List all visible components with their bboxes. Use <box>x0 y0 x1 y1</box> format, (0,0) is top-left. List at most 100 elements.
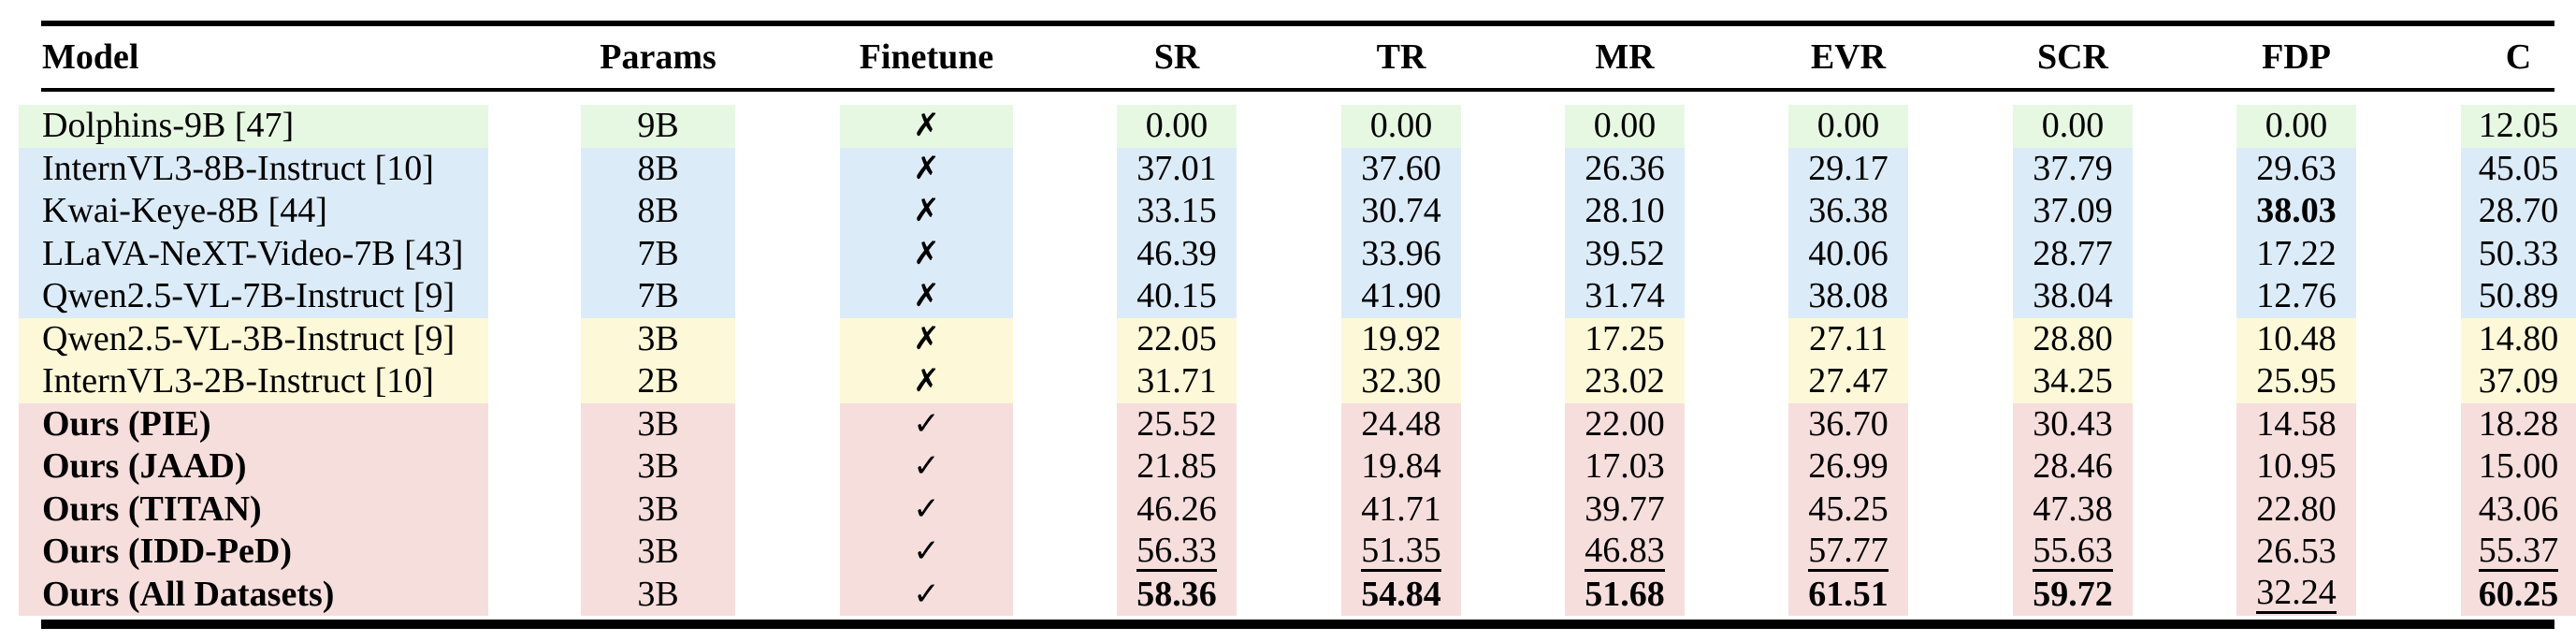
metric-value: 39.52 <box>1585 233 1665 273</box>
metric-value: 19.84 <box>1361 446 1441 486</box>
metric-value: 26.53 <box>2256 532 2337 571</box>
cross-icon: ✗ <box>913 192 940 229</box>
metric-value: 10.48 <box>2256 318 2337 358</box>
evr-cell: 27.11 <box>1788 317 1908 360</box>
metric-value: 27.47 <box>1808 361 1889 401</box>
mr-cell: 31.74 <box>1565 275 1685 318</box>
sr-cell: 22.05 <box>1117 317 1237 360</box>
table-row: Ours (IDD-PeD) 3B ✓ 56.33 51.35 46.83 57.77 55.… <box>0 531 2576 574</box>
model-cell: Qwen2.5-VL-3B-Instruct [9] <box>19 317 488 360</box>
mr-cell: 26.36 <box>1565 147 1685 190</box>
metric-value: 46.26 <box>1136 489 1217 529</box>
metric-value: 14.80 <box>2478 318 2559 358</box>
scr-cell: 28.77 <box>2013 232 2133 275</box>
tr-cell: 19.92 <box>1341 317 1461 360</box>
table-bottom-rule <box>41 620 2554 629</box>
model-cell: Dolphins-9B [47] <box>19 105 488 148</box>
metric-value: 0.00 <box>1145 106 1208 145</box>
metric-value: 28.46 <box>2033 446 2113 486</box>
sr-cell: 56.33 <box>1117 531 1237 574</box>
fdp-cell: 22.80 <box>2236 488 2356 531</box>
sr-cell: 46.26 <box>1117 488 1237 531</box>
params-cell: 3B <box>581 317 735 360</box>
metric-value: 27.11 <box>1808 318 1889 358</box>
params-cell: 3B <box>581 402 735 445</box>
mr-cell: 51.68 <box>1565 573 1685 616</box>
metric-value: 0.00 <box>1816 106 1880 145</box>
c-cell: 45.05 <box>2461 147 2576 190</box>
metric-value: 40.06 <box>1808 233 1889 273</box>
c-cell: 55.37 <box>2461 531 2576 574</box>
metric-value: 60.25 <box>2478 574 2559 614</box>
params-cell: 3B <box>581 445 735 489</box>
metric-value: 33.96 <box>1361 233 1441 273</box>
column-header-mr: MR <box>1595 37 1655 77</box>
metric-value: 45.25 <box>1808 489 1889 529</box>
metric-value: 0.00 <box>1369 106 1433 145</box>
finetune-cell: ✗ <box>840 275 1013 318</box>
tr-cell: 0.00 <box>1341 105 1461 148</box>
metric-value: 47.38 <box>2033 489 2113 529</box>
metric-value: 34.25 <box>2033 361 2113 401</box>
finetune-cell: ✗ <box>840 317 1013 360</box>
fdp-cell: 38.03 <box>2236 190 2356 233</box>
table-row: InternVL3-8B-Instruct [10] 8B ✗ 37.01 37.60 2… <box>0 147 2576 190</box>
check-icon: ✓ <box>913 404 940 443</box>
scr-cell: 0.00 <box>2013 105 2133 148</box>
tr-cell: 24.48 <box>1341 402 1461 445</box>
metric-value: 22.00 <box>1585 403 1665 444</box>
metric-value: 17.22 <box>2256 233 2337 273</box>
table-row: Ours (TITAN) 3B ✓ 46.26 41.71 39.77 45.25 47.38… <box>0 488 2576 531</box>
cross-icon: ✗ <box>913 319 940 357</box>
metric-value: 37.79 <box>2033 148 2113 188</box>
finetune-cell: ✗ <box>840 105 1013 148</box>
metric-value: 0.00 <box>1593 106 1657 145</box>
cross-icon: ✗ <box>913 107 940 144</box>
metric-value: 25.52 <box>1136 403 1217 444</box>
column-header-scr: SCR <box>2036 37 2109 77</box>
model-cell: Kwai-Keye-8B [44] <box>19 190 488 233</box>
mr-cell: 23.02 <box>1565 360 1685 403</box>
metric-value: 37.01 <box>1136 148 1217 188</box>
metric-value: 10.95 <box>2256 446 2337 486</box>
metric-value: 45.05 <box>2478 148 2559 188</box>
params-cell: 3B <box>581 531 735 574</box>
table-row: InternVL3-2B-Instruct [10] 2B ✗ 31.71 32.30 2… <box>0 360 2576 403</box>
metric-value: 30.43 <box>2033 403 2113 444</box>
check-icon: ✓ <box>913 533 940 570</box>
column-header-evr: EVR <box>1810 37 1887 77</box>
table-mid-rule <box>41 88 2554 92</box>
table-row: Kwai-Keye-8B [44] 8B ✗ 33.15 30.74 28.10 36.38… <box>0 190 2576 233</box>
sr-cell: 40.15 <box>1117 275 1237 318</box>
metric-value: 50.33 <box>2478 233 2559 273</box>
metric-value: 38.08 <box>1808 276 1889 315</box>
metric-value: 56.33 <box>1136 530 1217 572</box>
tr-cell: 33.96 <box>1341 232 1461 275</box>
scr-cell: 37.79 <box>2013 147 2133 190</box>
sr-cell: 58.36 <box>1117 573 1237 616</box>
finetune-cell: ✗ <box>840 232 1013 275</box>
evr-cell: 57.77 <box>1788 531 1908 574</box>
c-cell: 50.89 <box>2461 275 2576 318</box>
metric-value: 55.37 <box>2478 530 2559 572</box>
table-row: Qwen2.5-VL-3B-Instruct [9] 3B ✗ 22.05 19.92 1… <box>0 317 2576 360</box>
model-cell: Ours (JAAD) <box>19 445 488 489</box>
table-row: Ours (All Datasets) 3B ✓ 58.36 54.84 51.68 61.… <box>0 573 2576 616</box>
table-row: Dolphins-9B [47] 9B ✗ 0.00 0.00 0.00 0.00 0.00 0… <box>0 105 2576 148</box>
evr-cell: 0.00 <box>1788 105 1908 148</box>
metric-value: 28.70 <box>2478 191 2559 230</box>
scr-cell: 34.25 <box>2013 360 2133 403</box>
scr-cell: 28.46 <box>2013 445 2133 489</box>
metric-value: 31.74 <box>1585 276 1665 315</box>
mr-cell: 46.83 <box>1565 531 1685 574</box>
fdp-cell: 32.24 <box>2236 573 2356 616</box>
table-row: Qwen2.5-VL-7B-Instruct [9] 7B ✗ 40.15 41.90 3… <box>0 275 2576 318</box>
evr-cell: 27.47 <box>1788 360 1908 403</box>
params-cell: 9B <box>581 105 735 148</box>
fdp-cell: 12.76 <box>2236 275 2356 318</box>
metric-value: 14.58 <box>2256 403 2337 444</box>
finetune-cell: ✓ <box>840 445 1013 489</box>
column-header-model: Model <box>42 37 139 77</box>
params-cell: 8B <box>581 147 735 190</box>
metric-value: 18.28 <box>2478 403 2559 444</box>
